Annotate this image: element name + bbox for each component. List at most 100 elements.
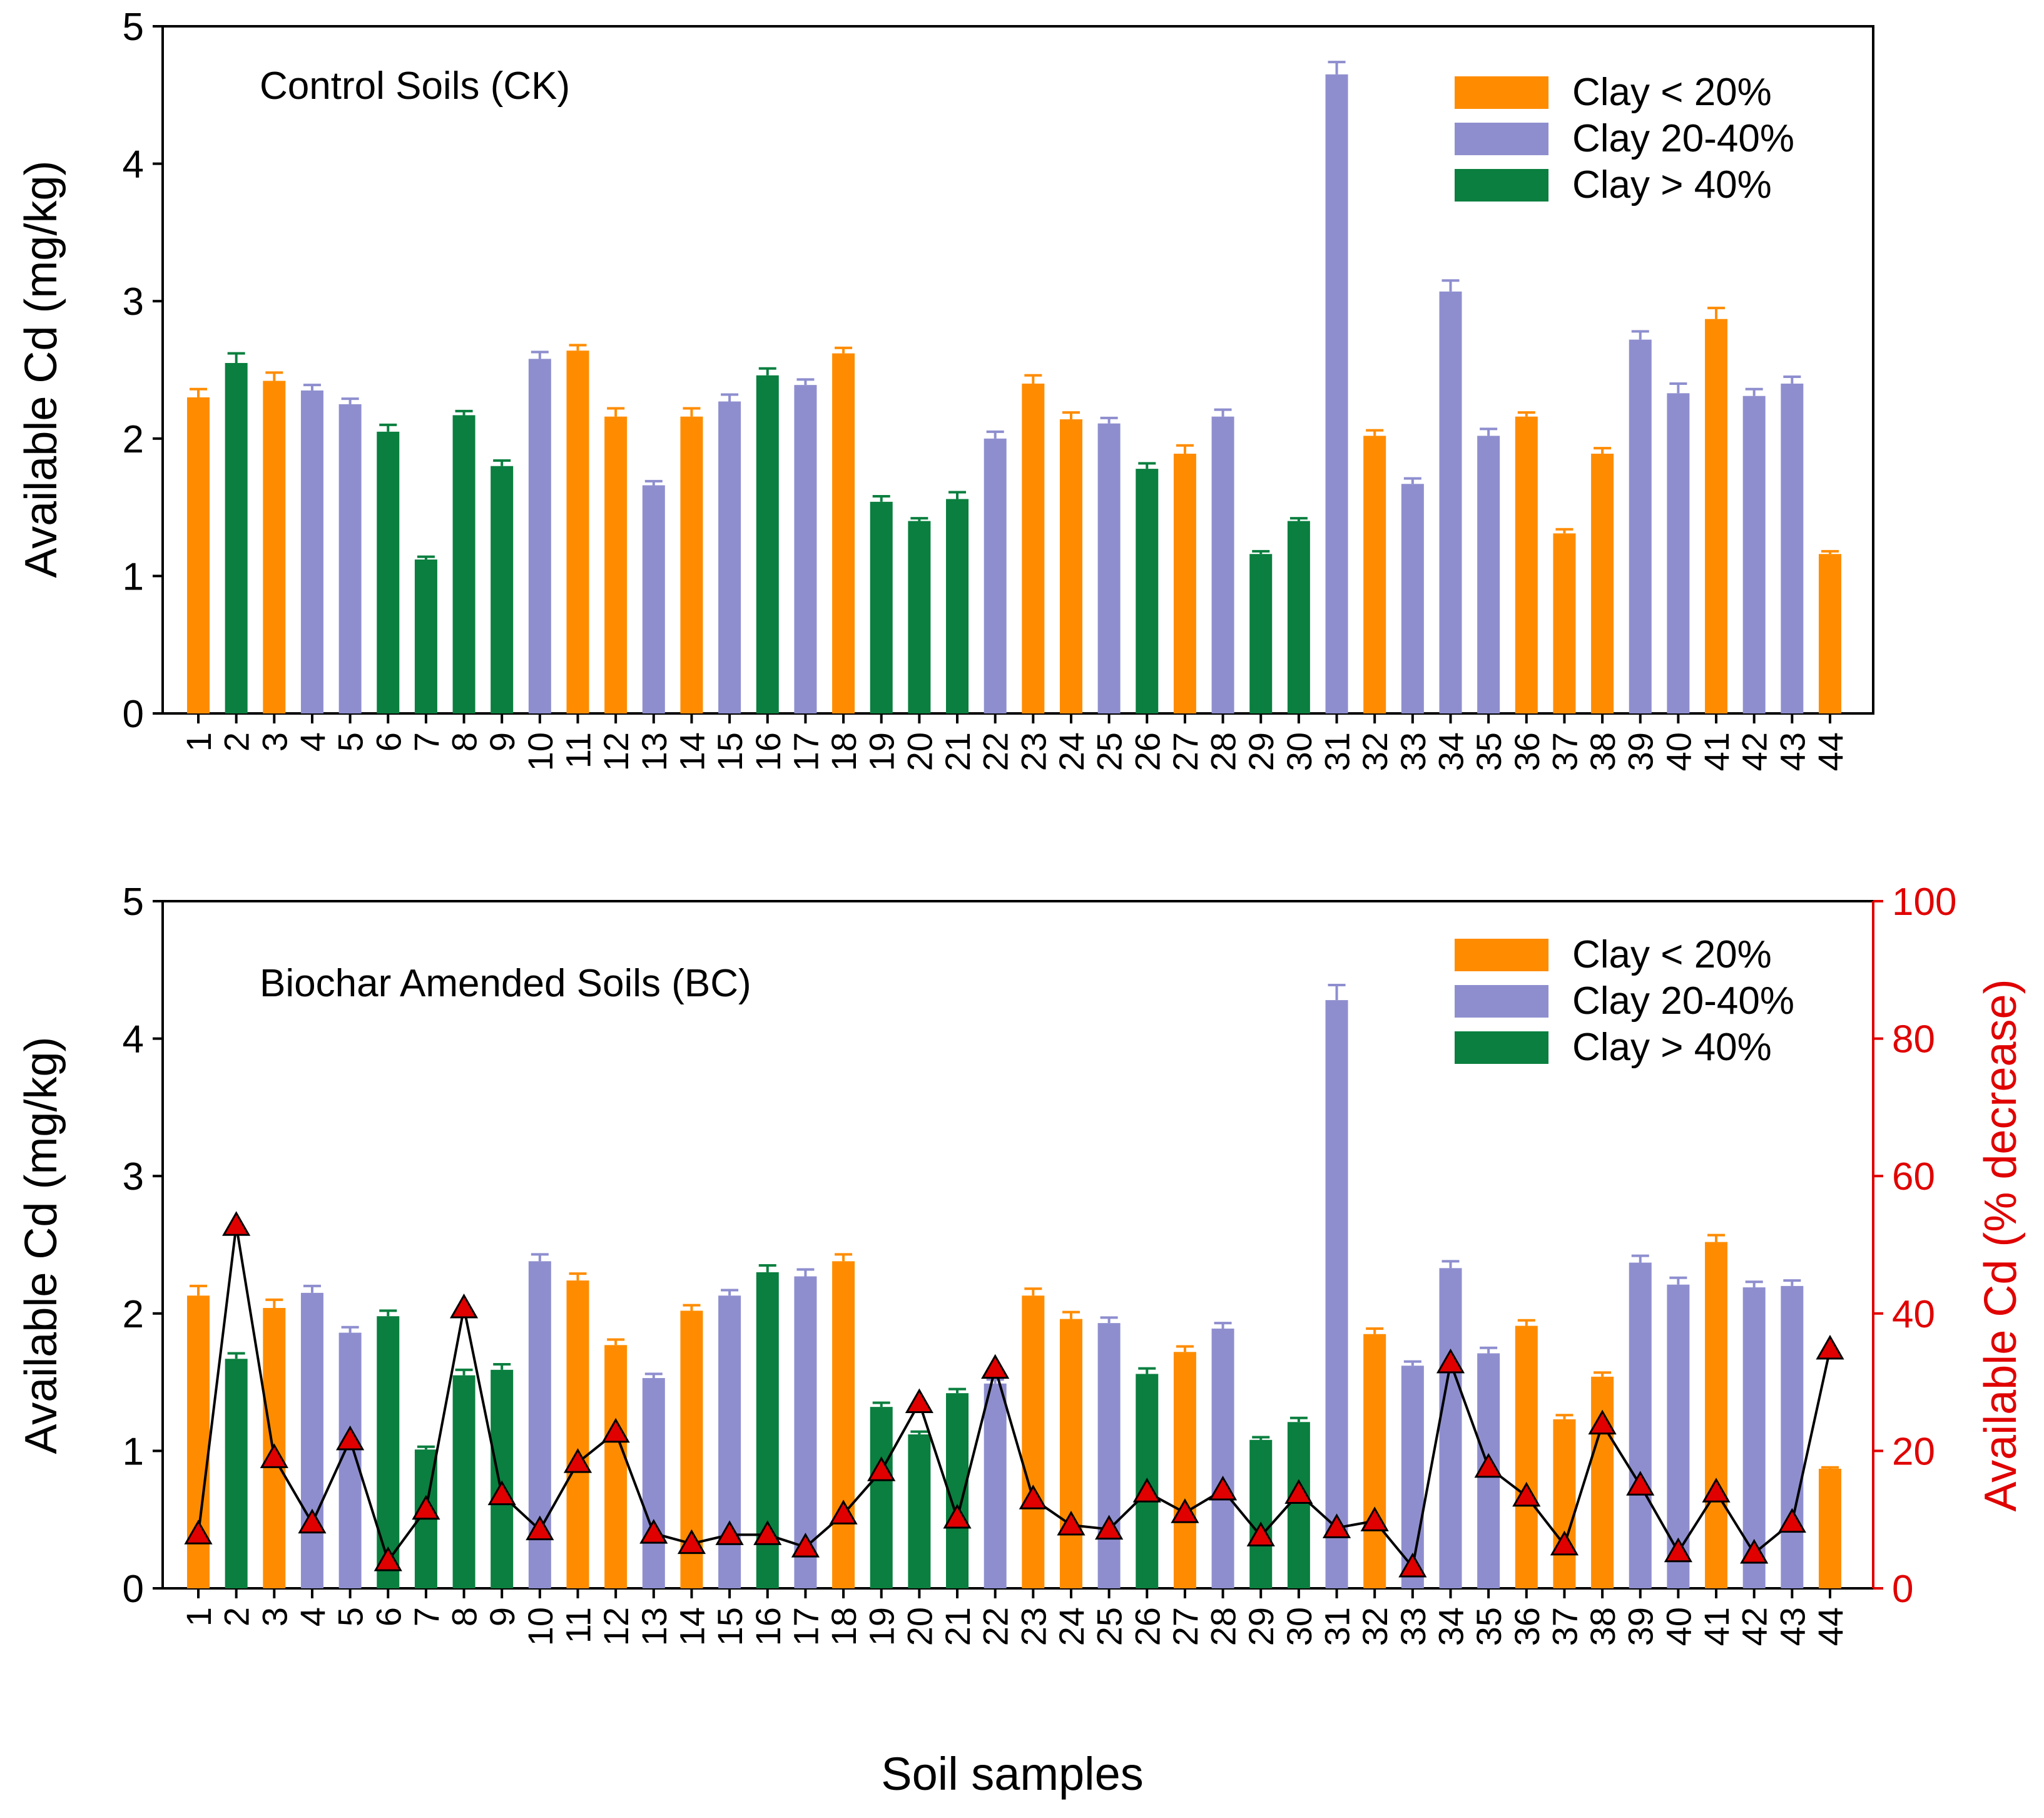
x-tick-label: 27 [1166, 732, 1205, 771]
legend-label: Clay > 40% [1572, 163, 1772, 207]
x-tick-label: 35 [1469, 1607, 1508, 1646]
x-tick-label: 8 [445, 1607, 484, 1626]
x-tick-label: 17 [786, 1607, 825, 1646]
legend-swatch [1455, 76, 1548, 109]
x-tick-label: 6 [369, 1607, 408, 1626]
panel-title: Biochar Amended Soils (BC) [260, 962, 751, 1005]
x-tick-label: 37 [1545, 732, 1584, 771]
bar [718, 401, 741, 713]
decrease-marker [791, 1533, 820, 1558]
bar [338, 1332, 362, 1588]
bar [491, 466, 514, 713]
legend-swatch [1455, 939, 1548, 971]
bar [642, 485, 665, 713]
bar [1249, 554, 1273, 713]
bar [1629, 1262, 1652, 1588]
x-tick-label: 13 [634, 732, 674, 771]
bar [1022, 383, 1045, 713]
x-tick-label: 4 [293, 732, 332, 752]
decrease-marker [1550, 1530, 1579, 1556]
bar [225, 363, 248, 713]
bar [1325, 74, 1348, 714]
legend-label: Clay 20-40% [1572, 979, 1794, 1023]
y-tick-label: 0 [123, 693, 144, 736]
bar [1173, 1352, 1196, 1588]
x-tick-label: 11 [559, 732, 598, 769]
bar [414, 559, 437, 713]
bars [187, 983, 1841, 1588]
decrease-marker [260, 1443, 288, 1468]
x-tick-label: 13 [634, 1607, 674, 1646]
x-tick-label: 21 [938, 732, 977, 771]
bar [528, 359, 551, 713]
x-tick-label: 29 [1241, 732, 1281, 771]
decrease-marker [526, 1515, 554, 1541]
bar [1022, 1295, 1045, 1588]
decrease-marker [184, 1519, 213, 1545]
x-tick-label: 15 [710, 732, 750, 771]
decrease-marker [867, 1456, 896, 1481]
y2-tick-label: 20 [1892, 1430, 1935, 1473]
decrease-marker [1057, 1510, 1086, 1536]
x-tick-label: 12 [596, 1607, 636, 1646]
decrease-marker [563, 1448, 592, 1473]
x-tick-label: 16 [748, 732, 788, 771]
x-tick-label: 11 [559, 1607, 598, 1643]
bar [642, 1378, 665, 1588]
x-tick-label: 8 [445, 732, 484, 752]
y-tick-label: 3 [123, 280, 144, 324]
legend-swatch [1455, 169, 1548, 202]
x-tick-label: 24 [1052, 1607, 1091, 1646]
x-tick-label: 21 [938, 1607, 977, 1646]
legend-swatch [1455, 123, 1548, 155]
decrease-marker [981, 1354, 1010, 1379]
legend-label: Clay < 20% [1572, 71, 1772, 114]
bar [1439, 291, 1462, 713]
y-axis-label: Available Cd (mg/kg) [16, 1037, 66, 1454]
x-tick-label: 42 [1735, 732, 1774, 771]
bar [452, 1375, 475, 1588]
bar [1781, 1285, 1804, 1588]
decrease-marker [222, 1211, 251, 1236]
x-tick-label: 14 [672, 732, 711, 771]
bar [1629, 339, 1652, 713]
x-tick-label: 17 [786, 732, 825, 771]
bar [1742, 1287, 1766, 1588]
right-axis: 0 20 40 60 80 100 [1872, 881, 1956, 1611]
decrease-marker [1398, 1552, 1427, 1578]
x-tick-label: 33 [1393, 1607, 1433, 1646]
decrease-marker [1284, 1479, 1313, 1504]
decrease-marker [1360, 1506, 1389, 1531]
decrease-series-line [197, 1225, 1831, 1570]
x-tick-labels: 1234567891011121314151617181920212223242… [179, 1588, 1850, 1646]
bar [377, 1316, 400, 1588]
bar [1211, 1328, 1234, 1588]
plot-frame [161, 25, 1874, 715]
y-tick-label: 3 [123, 1155, 144, 1198]
bar [300, 390, 323, 713]
bar [908, 521, 931, 713]
decrease-marker [1208, 1475, 1238, 1501]
bar [756, 375, 779, 713]
bar [908, 1434, 931, 1588]
decrease-marker [1512, 1481, 1541, 1507]
y-axis-label: Available Cd (mg/kg) [16, 161, 66, 578]
x-tick-label: 30 [1279, 1607, 1319, 1646]
bar [680, 416, 703, 713]
decrease-marker [1095, 1514, 1124, 1540]
bar [1819, 1468, 1841, 1588]
bar [946, 499, 969, 713]
decrease-marker [639, 1519, 668, 1544]
x-tick-label: 3 [255, 1607, 294, 1626]
x-tick-label: 2 [217, 1607, 257, 1626]
bar [1287, 521, 1310, 713]
x-tick-label: 16 [748, 1607, 788, 1646]
x-tick-label: 12 [596, 732, 636, 771]
x-tick-label: 37 [1545, 1607, 1584, 1646]
x-tick-label: 34 [1431, 1607, 1470, 1646]
x-tick-label: 22 [976, 1607, 1015, 1646]
bar [832, 353, 855, 713]
x-tick-label: 27 [1166, 1607, 1205, 1646]
